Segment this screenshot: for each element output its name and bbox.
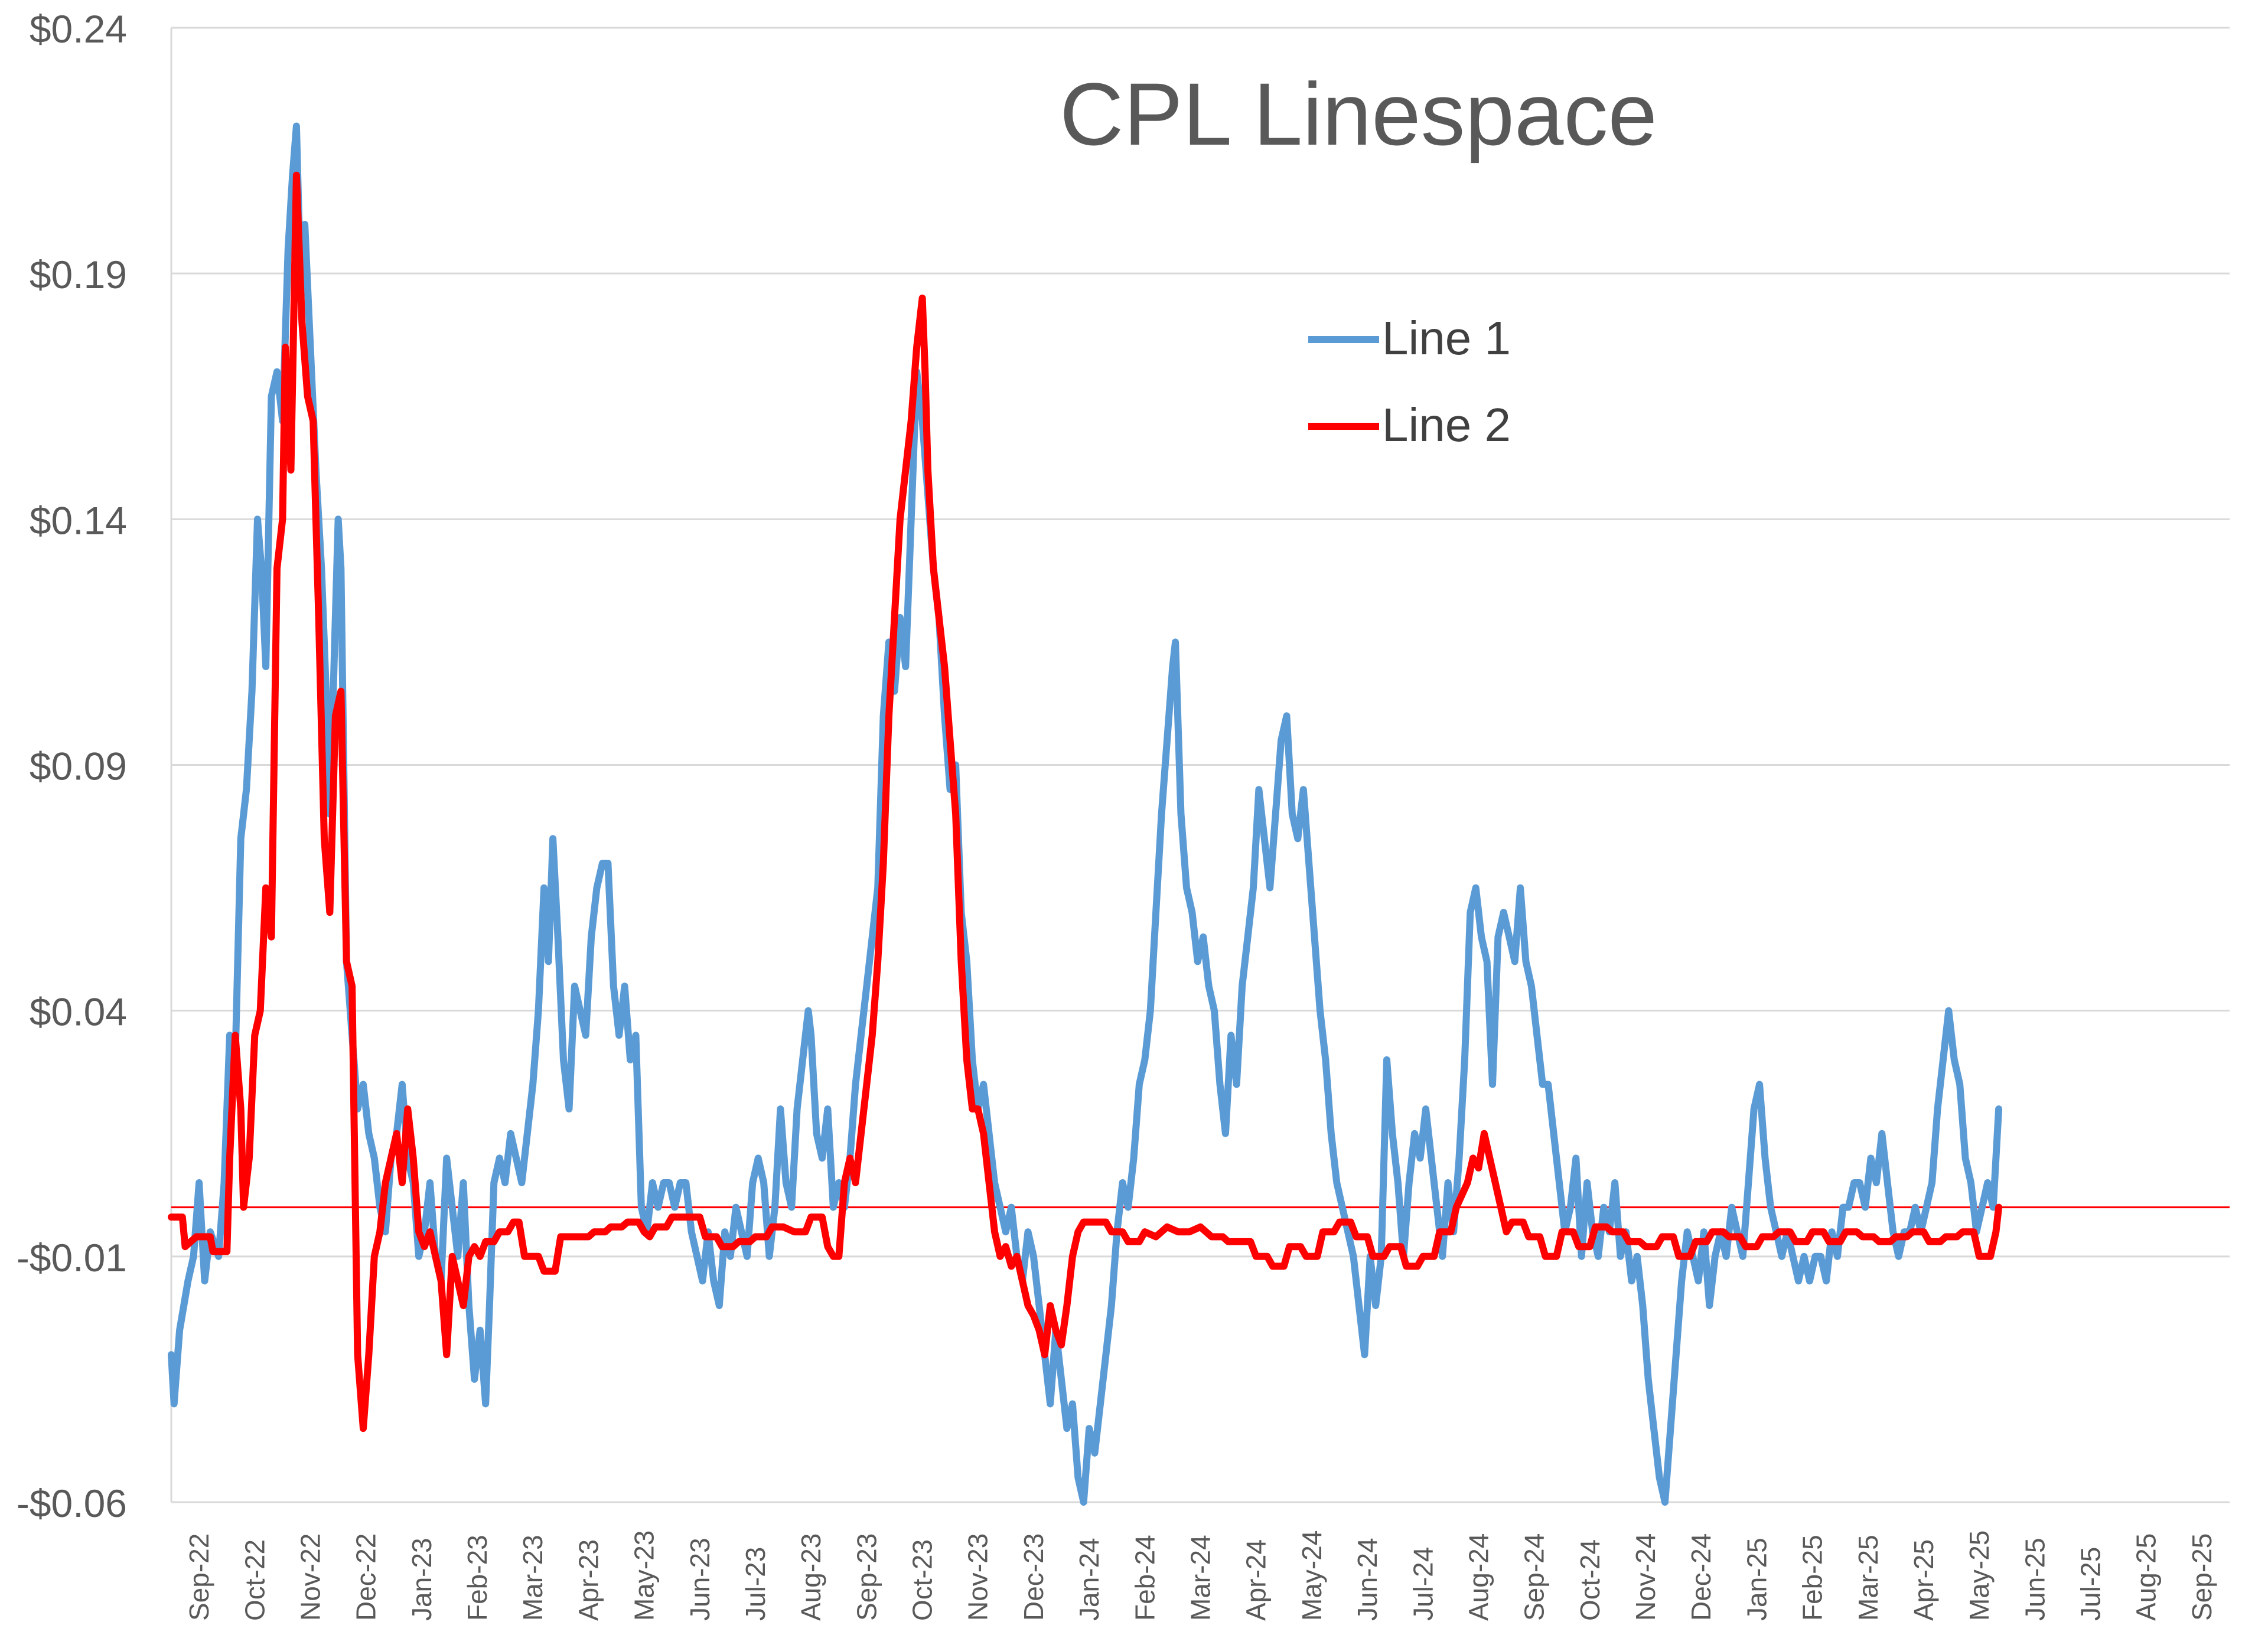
x-tick-label: Aug-24 (1463, 1533, 1494, 1621)
gridlines (170, 27, 2230, 1503)
x-tick-label: Mar-23 (517, 1535, 548, 1621)
x-tick-label: Jan-24 (1074, 1538, 1104, 1621)
x-tick-label: Aug-23 (796, 1533, 826, 1621)
x-tick-label: Jun-24 (1352, 1538, 1383, 1621)
x-tick-label: Dec-24 (1686, 1533, 1716, 1621)
x-tick-label: Feb-23 (462, 1535, 493, 1621)
x-tick-label: Feb-24 (1129, 1535, 1160, 1621)
x-tick-label: Apr-24 (1241, 1539, 1272, 1621)
y-tick-label: $0.19 (30, 253, 127, 296)
legend-label-line-1: Line 1 (1382, 312, 1511, 364)
x-tick-label: Mar-25 (1853, 1535, 1884, 1621)
legend: Line 1 Line 2 (1308, 312, 1511, 451)
x-tick-label: Sep-24 (1519, 1533, 1550, 1621)
y-tick-label: -$0.01 (17, 1236, 127, 1280)
x-tick-label: Jul-25 (2075, 1547, 2106, 1621)
x-tick-label: Jan-23 (406, 1538, 437, 1621)
x-tick-label: May-25 (1964, 1530, 1995, 1621)
x-tick-label: Sep-22 (184, 1533, 214, 1621)
series-line-1 (168, 122, 2003, 1506)
y-tick-label: $0.04 (30, 990, 127, 1034)
x-tick-label: Oct-23 (907, 1539, 938, 1621)
x-tick-label: Aug-25 (2131, 1533, 2162, 1621)
y-tick-label: $0.24 (30, 7, 127, 51)
x-tick-label: Mar-24 (1185, 1535, 1216, 1621)
y-axis-tick-labels: $0.24 $0.19 $0.14 $0.09 $0.04 -$0.01 -$0.06 (17, 7, 127, 1525)
y-tick-label: $0.09 (30, 745, 127, 788)
x-tick-label: Dec-23 (1018, 1533, 1049, 1621)
x-tick-label: Sep-23 (851, 1533, 882, 1621)
x-tick-label: Oct-24 (1575, 1539, 1605, 1621)
x-tick-label: Oct-22 (239, 1539, 270, 1621)
x-tick-label: May-23 (629, 1530, 660, 1621)
x-tick-label: Apr-25 (1908, 1539, 1939, 1621)
x-tick-label: Nov-23 (963, 1533, 993, 1621)
x-tick-label: Feb-25 (1797, 1535, 1828, 1621)
x-tick-label: Jan-25 (1741, 1538, 1772, 1621)
chart-title: CPL Linespace (1060, 64, 1657, 164)
x-tick-label: Nov-22 (295, 1533, 325, 1621)
x-tick-label: Jul-24 (1407, 1547, 1438, 1621)
x-tick-label: Apr-23 (573, 1539, 604, 1621)
y-tick-label: $0.14 (30, 498, 127, 542)
x-tick-label: Jun-25 (2019, 1538, 2050, 1621)
x-tick-label: May-24 (1296, 1530, 1327, 1621)
series-line-2 (168, 171, 2003, 1432)
x-tick-label: Nov-24 (1630, 1533, 1661, 1621)
series-group (168, 122, 2003, 1506)
legend-label-line-2: Line 2 (1382, 399, 1511, 451)
x-tick-label: Jul-23 (740, 1547, 771, 1621)
x-tick-label: Sep-25 (2186, 1533, 2217, 1621)
x-axis-tick-labels: Sep-22 Oct-22 Nov-22 Dec-22 Jan-23 Feb-23 Mar-… (184, 1530, 2217, 1621)
x-tick-label: Dec-22 (351, 1533, 382, 1621)
x-tick-label: Jun-23 (685, 1538, 715, 1621)
y-tick-label: -$0.06 (17, 1481, 127, 1525)
